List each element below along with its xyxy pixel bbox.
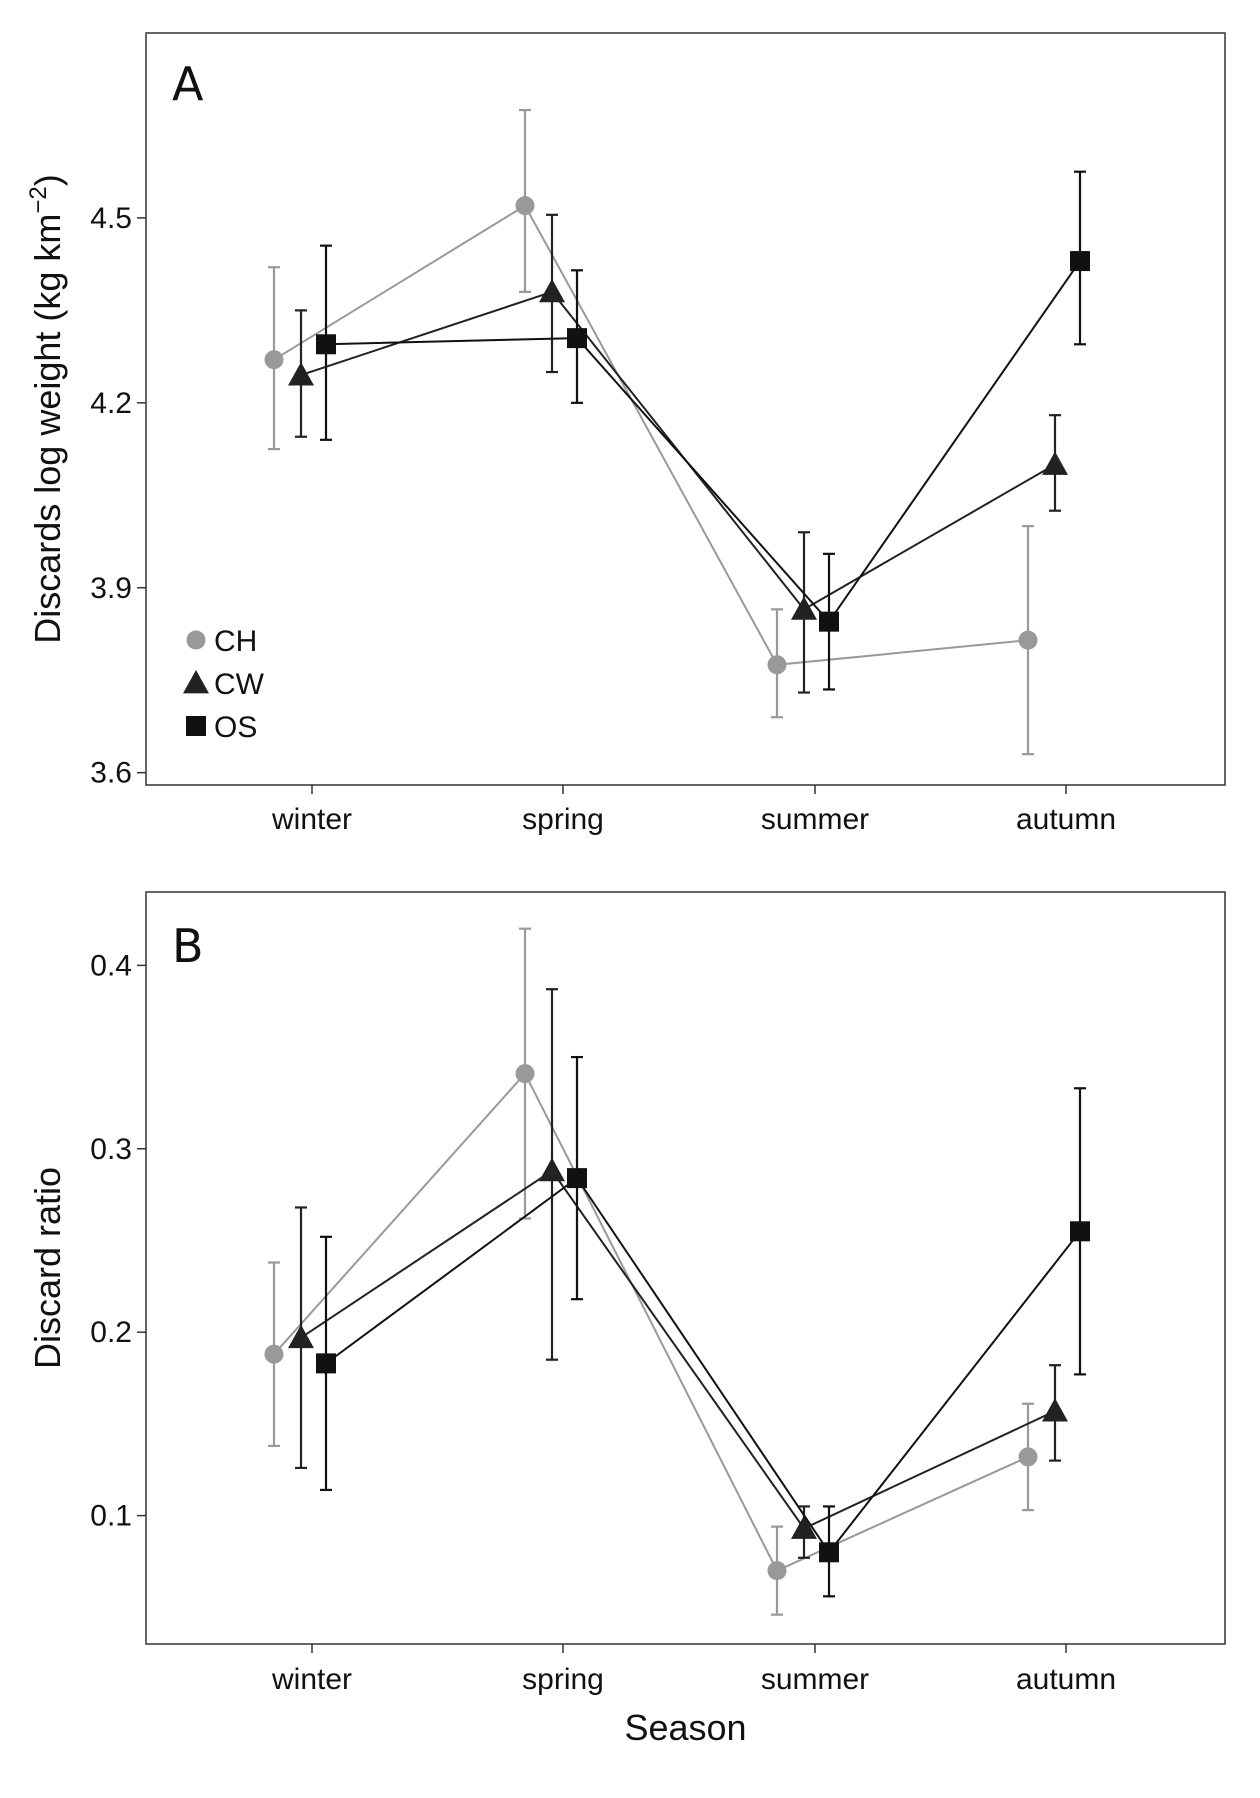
series-line [300, 1169, 1056, 1530]
y-tick-label: 4.2 [90, 387, 132, 420]
x-tick-label: summer [761, 1663, 869, 1696]
data-point [539, 1157, 565, 1182]
series-ch [264, 108, 1038, 756]
data-point [767, 655, 787, 675]
legend-label: CH [214, 625, 257, 658]
y-axis-title-suffix: ) [27, 174, 68, 186]
series-cw [288, 988, 1068, 1559]
data-point [264, 1344, 284, 1364]
x-axis-title: Season [624, 1707, 746, 1748]
panel-letter: A [172, 57, 204, 111]
data-point [791, 1515, 817, 1539]
legend-label: OS [214, 711, 257, 744]
data-point [767, 1561, 787, 1581]
data-point [1070, 251, 1090, 272]
series-line [325, 1176, 1081, 1554]
data-point [515, 196, 535, 216]
data-point [316, 1353, 336, 1374]
data-point [819, 611, 839, 632]
y-tick-label: 0.4 [90, 949, 132, 982]
panel-letter: B [172, 919, 204, 973]
y-tick-label: 0.2 [90, 1316, 132, 1349]
data-point [288, 362, 314, 386]
x-tick-label: summer [761, 803, 869, 836]
panel-border [145, 32, 1226, 786]
data-point [567, 328, 587, 349]
data-point [264, 350, 284, 370]
data-point [1070, 1221, 1090, 1242]
y-tick-label: 3.9 [90, 572, 132, 605]
x-tick-label: autumn [1016, 1663, 1116, 1696]
y-tick-label: 3.6 [90, 757, 132, 790]
data-point [1018, 1447, 1038, 1467]
data-point [1042, 1398, 1068, 1422]
legend-marker [186, 630, 206, 650]
legend: CH CW OS [183, 625, 265, 744]
data-point [539, 278, 565, 303]
x-tick-label: spring [522, 803, 604, 836]
series-ch [264, 927, 1038, 1616]
data-point [1018, 630, 1038, 650]
series-line [273, 204, 1029, 666]
y-tick-label: 0.3 [90, 1133, 132, 1166]
y-axis-title: Discard ratio [27, 1167, 68, 1369]
series-os [316, 1055, 1090, 1598]
y-tick-label: 4.5 [90, 202, 132, 235]
series-cw [288, 213, 1068, 694]
data-point [791, 596, 817, 620]
y-tick-label: 0.1 [90, 1500, 132, 1533]
data-point [288, 1324, 314, 1349]
series-os [316, 170, 1090, 691]
legend-label: CW [214, 668, 265, 701]
series-line [273, 1071, 1029, 1572]
panel-border [145, 891, 1226, 1645]
legend-item-cw: CW [183, 668, 265, 701]
series-line [325, 260, 1081, 624]
data-point [567, 1168, 587, 1189]
panel-a: A 3.6 3.9 4.2 4.5 winter spring summer autumn Dis… [25, 32, 1226, 836]
data-point [1042, 451, 1068, 475]
x-tick-label: winter [271, 803, 352, 836]
y-axis-title-exponent: −2 [25, 186, 52, 213]
data-point [515, 1064, 535, 1084]
legend-marker [186, 716, 206, 736]
data-point [819, 1542, 839, 1563]
panel-b: B 0.1 0.2 0.3 0.4 winter spring summer autumn Dis… [27, 891, 1226, 1748]
legend-item-ch: CH [186, 625, 257, 658]
legend-marker [183, 670, 209, 694]
data-point [316, 334, 336, 355]
x-tick-label: spring [522, 1663, 604, 1696]
x-tick-label: autumn [1016, 803, 1116, 836]
x-tick-label: winter [271, 1663, 352, 1696]
legend-item-os: OS [186, 711, 257, 744]
y-axis-title: Discards log weight (kg km−2) [25, 174, 68, 644]
